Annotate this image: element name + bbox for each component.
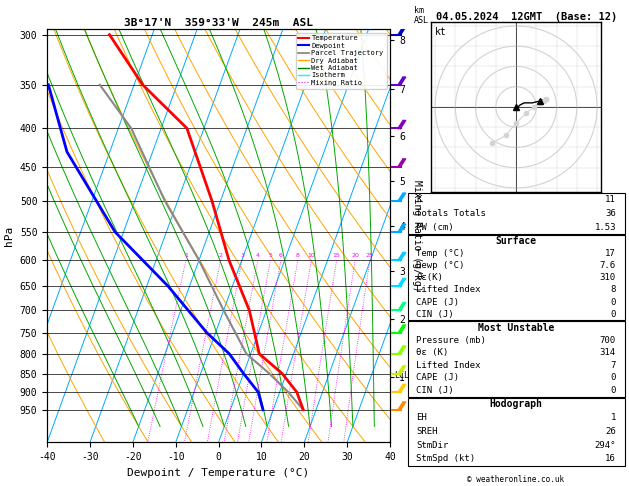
Text: K: K	[416, 195, 421, 204]
Legend: Temperature, Dewpoint, Parcel Trajectory, Dry Adiabat, Wet Adiabat, Isotherm, Mi: Temperature, Dewpoint, Parcel Trajectory…	[296, 33, 386, 88]
Text: Dewp (°C): Dewp (°C)	[416, 261, 465, 270]
Text: 10: 10	[308, 253, 315, 258]
Text: 0: 0	[611, 386, 616, 395]
Text: 7: 7	[611, 361, 616, 370]
Text: 04.05.2024  12GMT  (Base: 12): 04.05.2024 12GMT (Base: 12)	[437, 12, 618, 22]
Text: 0: 0	[611, 373, 616, 382]
Text: 25: 25	[366, 253, 374, 258]
Text: 1: 1	[184, 253, 188, 258]
Text: Pressure (mb): Pressure (mb)	[416, 335, 486, 345]
Text: 1: 1	[611, 414, 616, 422]
Y-axis label: hPa: hPa	[4, 226, 14, 246]
Text: Most Unstable: Most Unstable	[478, 323, 554, 332]
Text: Lifted Index: Lifted Index	[416, 285, 481, 295]
Text: 8: 8	[296, 253, 300, 258]
Text: 5: 5	[269, 253, 272, 258]
Text: km
ASL: km ASL	[414, 6, 429, 25]
Text: 294°: 294°	[594, 441, 616, 450]
Text: StmDir: StmDir	[416, 441, 448, 450]
Text: kt: kt	[435, 27, 446, 37]
Text: 700: 700	[600, 335, 616, 345]
Text: 15: 15	[333, 253, 340, 258]
Text: Totals Totals: Totals Totals	[416, 209, 486, 218]
Text: θε (K): θε (K)	[416, 348, 448, 357]
Text: 314: 314	[600, 348, 616, 357]
Text: CAPE (J): CAPE (J)	[416, 297, 459, 307]
Text: SREH: SREH	[416, 427, 438, 436]
Text: 6: 6	[279, 253, 283, 258]
Text: 0: 0	[611, 310, 616, 319]
Text: Lifted Index: Lifted Index	[416, 361, 481, 370]
Text: CIN (J): CIN (J)	[416, 310, 454, 319]
Text: StmSpd (kt): StmSpd (kt)	[416, 454, 476, 463]
Text: 8: 8	[611, 285, 616, 295]
Text: 17: 17	[605, 249, 616, 258]
Text: © weatheronline.co.uk: © weatheronline.co.uk	[467, 474, 564, 484]
X-axis label: Dewpoint / Temperature (°C): Dewpoint / Temperature (°C)	[128, 468, 309, 478]
Text: 4: 4	[256, 253, 260, 258]
Text: 310: 310	[600, 273, 616, 282]
Text: 20: 20	[351, 253, 359, 258]
Text: 11: 11	[605, 195, 616, 204]
Text: 3: 3	[240, 253, 244, 258]
Text: 26: 26	[605, 427, 616, 436]
Text: 2: 2	[219, 253, 223, 258]
Text: 0: 0	[611, 297, 616, 307]
Text: 1.53: 1.53	[594, 223, 616, 232]
Text: θε(K): θε(K)	[416, 273, 443, 282]
Text: 7.6: 7.6	[600, 261, 616, 270]
Text: 16: 16	[605, 454, 616, 463]
Text: Temp (°C): Temp (°C)	[416, 249, 465, 258]
Text: LCL: LCL	[394, 371, 409, 380]
Text: PW (cm): PW (cm)	[416, 223, 454, 232]
Text: Hodograph: Hodograph	[489, 399, 543, 409]
Text: CAPE (J): CAPE (J)	[416, 373, 459, 382]
Text: EH: EH	[416, 414, 427, 422]
Title: 3B°17'N  359°33'W  245m  ASL: 3B°17'N 359°33'W 245m ASL	[124, 18, 313, 28]
Text: 36: 36	[605, 209, 616, 218]
Text: Surface: Surface	[496, 236, 537, 246]
Y-axis label: Mixing Ratio (g/kg): Mixing Ratio (g/kg)	[411, 180, 421, 292]
Text: CIN (J): CIN (J)	[416, 386, 454, 395]
